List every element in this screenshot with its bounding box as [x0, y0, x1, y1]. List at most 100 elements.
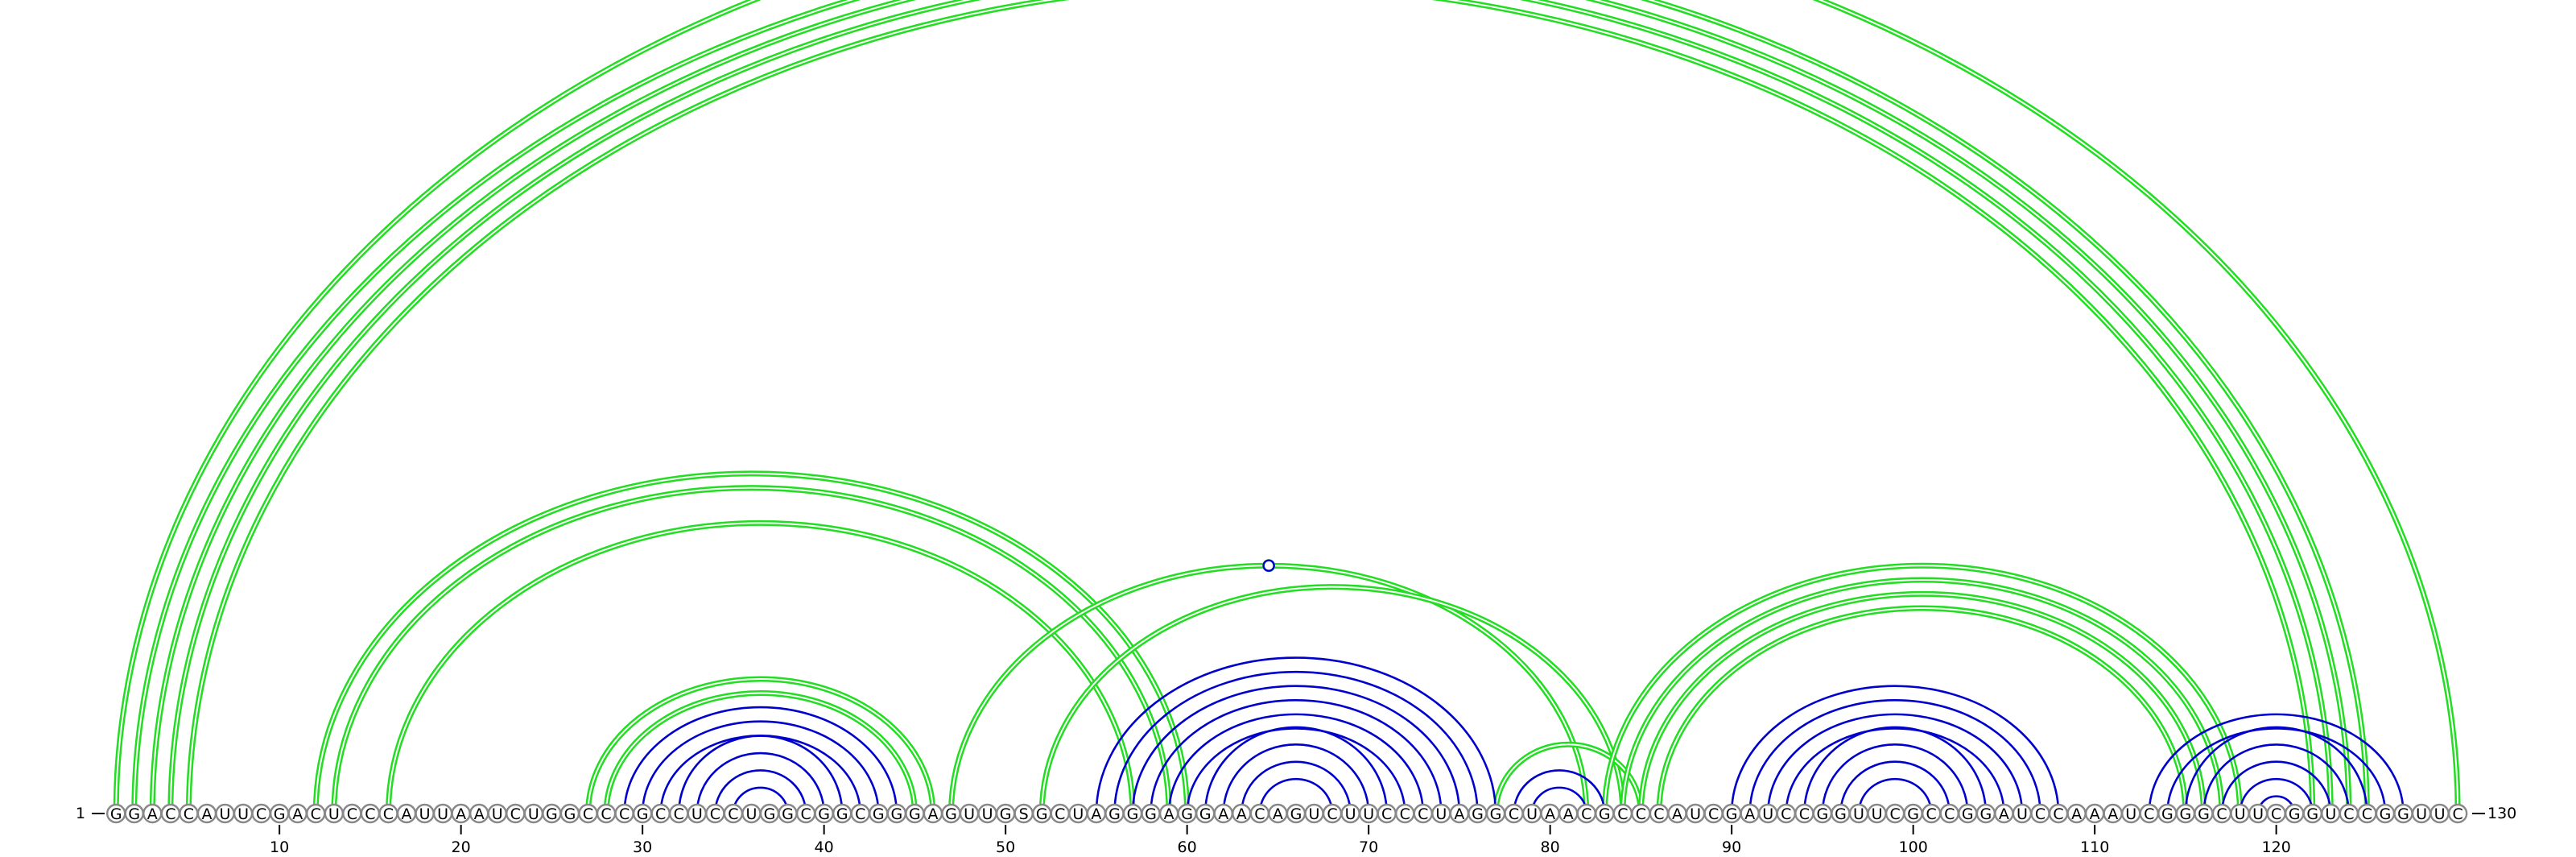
nucleotide-letter: U — [419, 805, 431, 823]
nucleotide: C — [378, 803, 398, 824]
nucleotide-letter: A — [1164, 805, 1174, 823]
nucleotide-letter: U — [1072, 805, 1084, 823]
nucleotide-letter: U — [2416, 805, 2427, 823]
nucleotide-letter: U — [2235, 805, 2246, 823]
tick-label: 120 — [2262, 838, 2291, 856]
nucleotide: C — [1322, 803, 1343, 824]
nucleotide: A — [1540, 803, 1560, 824]
nucleotide-letter: C — [655, 805, 666, 823]
nucleotide-letter: G — [2306, 805, 2318, 823]
pseudoknot-arc — [1038, 584, 1626, 814]
nucleotide: G — [2302, 803, 2322, 824]
stem-arc — [1150, 699, 1443, 814]
pseudoknot-arc — [167, 0, 2334, 814]
nucleotide: U — [1867, 803, 1887, 824]
nucleotide-letter: G — [564, 805, 576, 823]
nucleotide: A — [451, 803, 471, 824]
nucleotide: C — [1703, 803, 1724, 824]
nucleotide: A — [1994, 803, 2014, 824]
nucleotide-letter: A — [292, 805, 303, 823]
nucleotide-letter: A — [1218, 805, 1228, 823]
nucleotide-letter: C — [365, 805, 375, 823]
nucleotide: U — [959, 803, 980, 824]
nucleotide-letter: U — [237, 805, 249, 823]
tick-label: 80 — [1541, 838, 1560, 856]
stem-arc — [1857, 777, 1933, 814]
stem-arc — [2148, 713, 2405, 814]
nucleotide: G — [1195, 803, 1216, 824]
nucleotide: C — [795, 803, 816, 824]
nucleotide-letter: U — [1309, 805, 1320, 823]
nucleotide-letter: G — [546, 805, 558, 823]
nucleotide-letter: C — [1327, 805, 1337, 823]
stem-arc — [1803, 726, 1988, 814]
nucleotide-letter: C — [1581, 805, 1591, 823]
nucleotide-letter: C — [1926, 805, 1937, 823]
stem-arc — [1730, 685, 2060, 814]
nucleotide: U — [324, 803, 344, 824]
nucleotide-letter: C — [1889, 805, 1900, 823]
nucleotide-letter: G — [1036, 805, 1048, 823]
nucleotide: G — [1141, 803, 1161, 824]
nucleotide-letter: A — [1545, 805, 1555, 823]
nucleotide: C — [2211, 803, 2232, 824]
nucleotide-letter: A — [1563, 805, 1574, 823]
nucleotide-letter: U — [2125, 805, 2136, 823]
nucleotide: C — [723, 803, 744, 824]
nucleotide-letter: A — [2107, 805, 2118, 823]
nucleotide-letter: C — [2343, 805, 2354, 823]
tick-label: 70 — [1359, 838, 1378, 856]
nucleotide: U — [1358, 803, 1379, 824]
tick-label: 110 — [2080, 838, 2109, 856]
nucleotide: C — [2447, 803, 2468, 824]
nucleotide: A — [196, 803, 217, 824]
stem-arc — [1222, 743, 1370, 814]
tick-label: 40 — [815, 838, 834, 856]
nucleotide: G — [886, 803, 907, 824]
pseudoknot-arc — [1620, 577, 2225, 814]
nucleotide-letter: A — [147, 805, 158, 823]
nucleotide: C — [705, 803, 725, 824]
nucleotide: G — [1122, 803, 1143, 824]
nucleotide-letter: C — [184, 805, 194, 823]
nucleotide: A — [2084, 803, 2105, 824]
nucleotide: U — [687, 803, 707, 824]
pseudoknot-arc — [1492, 741, 1644, 814]
nucleotide: U — [432, 803, 453, 824]
nucleotide-letter: A — [1091, 805, 1101, 823]
nucleotide-letter: G — [890, 805, 902, 823]
nucleotide: C — [850, 803, 870, 824]
nucleotide-letter: U — [1526, 805, 1538, 823]
nucleotide: U — [415, 803, 435, 824]
nucleotide: C — [251, 803, 271, 824]
nucleotide-letter: G — [1835, 805, 1847, 823]
pseudoknot-arc — [1637, 590, 2207, 814]
nucleotide-letter: G — [2397, 805, 2409, 823]
nucleotide-letter: G — [1599, 805, 1611, 823]
nucleotide-letter: U — [1690, 805, 1701, 823]
nucleotide: C — [1921, 803, 1942, 824]
nucleotide: C — [1504, 803, 1524, 824]
stem-arc — [1785, 727, 2005, 814]
nucleotide: G — [105, 803, 126, 824]
nucleotide: C — [2139, 803, 2160, 824]
nucleotide: C — [342, 803, 362, 824]
nucleotide: C — [1249, 803, 1270, 824]
markers-layer — [1262, 559, 1276, 573]
nucleotide: G — [759, 803, 780, 824]
nucleotide-letter: A — [201, 805, 212, 823]
nucleotide: G — [1104, 803, 1125, 824]
nucleotide: G — [905, 803, 925, 824]
stem-arc — [677, 735, 844, 814]
nucleotide-letter: G — [1127, 805, 1139, 823]
nucleotide: G — [1286, 803, 1307, 824]
nucleotide-letter: C — [2035, 805, 2046, 823]
nucleotide: C — [578, 803, 598, 824]
nucleotide-letter: U — [492, 805, 503, 823]
nucleotide: G — [269, 803, 290, 824]
nucleotide-letter: C — [383, 805, 394, 823]
stem-arc — [2202, 743, 2351, 814]
nucleotide-letter: A — [474, 805, 485, 823]
tick-label: 90 — [1722, 838, 1741, 856]
